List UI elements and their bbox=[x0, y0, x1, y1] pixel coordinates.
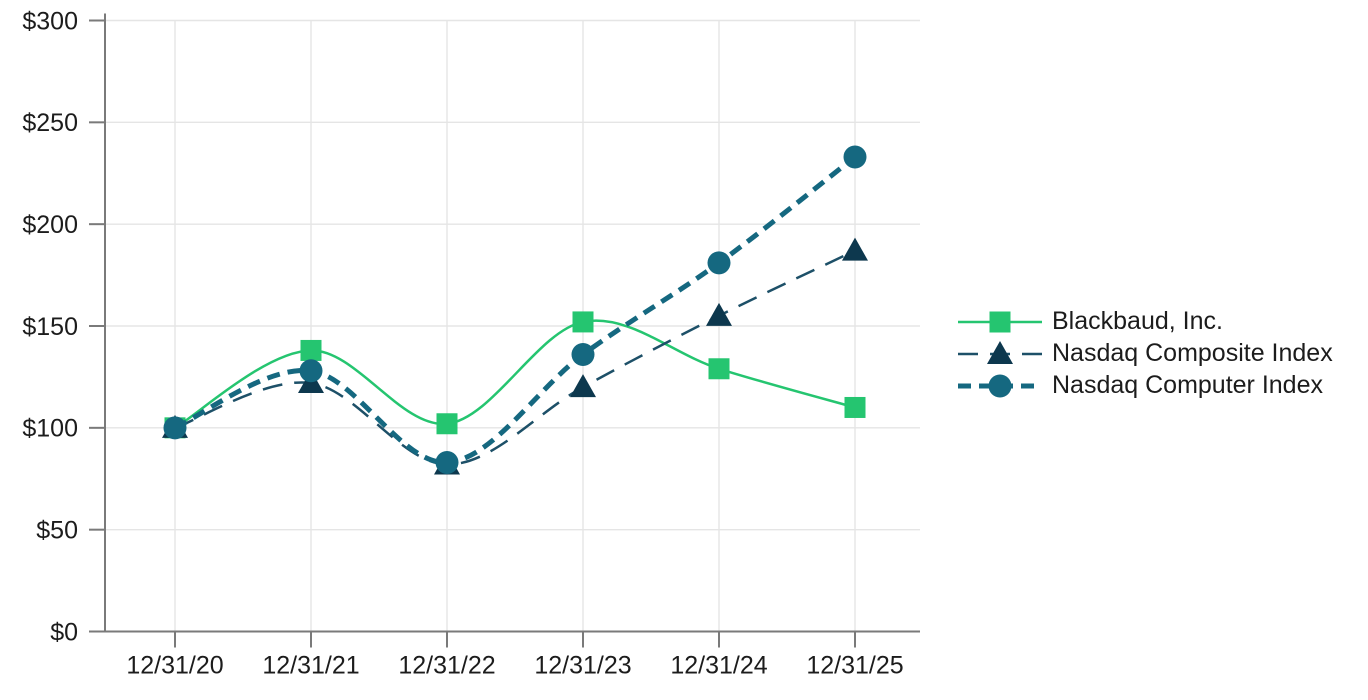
nasdaq-computer-index-circle-marker-icon bbox=[299, 359, 323, 383]
nasdaq-composite-index-series bbox=[162, 237, 868, 475]
y-axis-tick-label: $200 bbox=[22, 211, 78, 239]
performance-line-chart: $0 $50 $100 $150 $200 $250 $300 12/31/20 12/31/2… bbox=[22, 7, 920, 680]
legend-item-nasdaq-composite: Nasdaq Composite Index bbox=[957, 338, 1333, 369]
nasdaq-computer-index-line bbox=[173, 154, 857, 465]
nasdaq-composite-index-triangle-marker-icon bbox=[706, 302, 732, 326]
nasdaq-computer-index-circle-marker-icon bbox=[843, 145, 867, 169]
nasdaq-composite-index-legend-triangle-marker-icon bbox=[987, 340, 1013, 364]
legend-label-nasdaq-computer: Nasdaq Computer Index bbox=[1052, 371, 1323, 399]
x-axis-tick-label: 12/31/20 bbox=[126, 652, 223, 680]
legend-item-blackbaud: Blackbaud, Inc. bbox=[957, 306, 1333, 337]
blackbaud-inc-square-marker-icon bbox=[436, 413, 458, 435]
y-axis-tick-label: $150 bbox=[22, 313, 78, 341]
nasdaq-computer-index-series bbox=[163, 145, 867, 474]
legend-circle-marker-icon bbox=[958, 374, 1042, 397]
x-axis-tick-label: 12/31/23 bbox=[534, 652, 631, 680]
x-axis-tick-label: 12/31/24 bbox=[670, 652, 767, 680]
nasdaq-composite-index-triangle-marker-icon bbox=[842, 237, 868, 261]
legend-label-blackbaud: Blackbaud, Inc. bbox=[1052, 307, 1223, 335]
x-axis-tick-label: 12/31/25 bbox=[806, 652, 903, 680]
chart-legend: Blackbaud, Inc. Nasdaq Composite Index N… bbox=[957, 306, 1333, 401]
nasdaq-computer-index-circle-marker-icon bbox=[435, 450, 459, 474]
legend-square-marker-icon bbox=[958, 311, 1042, 332]
nasdaq-computer-index-circle-marker-icon bbox=[571, 343, 595, 367]
blackbaud-inc-square-marker-icon bbox=[708, 358, 730, 380]
nasdaq-computer-index-circle-marker-icon bbox=[163, 416, 187, 440]
y-axis-tick-label: $100 bbox=[22, 415, 78, 443]
nasdaq-computer-index-legend-circle-marker-icon bbox=[988, 374, 1012, 397]
y-axis-tick-label: $250 bbox=[22, 109, 78, 137]
y-axis-tick-label: $300 bbox=[22, 7, 78, 35]
blackbaud-inc-square-marker-icon bbox=[572, 311, 594, 333]
nasdaq-composite-index-line bbox=[174, 249, 856, 466]
nasdaq-computer-index-circle-marker-icon bbox=[707, 251, 731, 275]
x-axis-tick-label: 12/31/22 bbox=[398, 652, 495, 680]
blackbaud-inc-legend-square-marker-icon bbox=[989, 311, 1011, 332]
blackbaud-inc-square-marker-icon bbox=[300, 339, 322, 361]
legend-triangle-marker-icon bbox=[958, 340, 1042, 364]
y-axis-tick-label: $0 bbox=[50, 618, 78, 646]
legend-label-nasdaq-composite: Nasdaq Composite Index bbox=[1052, 339, 1333, 367]
y-axis-tick-label: $50 bbox=[36, 516, 78, 544]
legend-item-nasdaq-computer: Nasdaq Computer Index bbox=[957, 370, 1333, 401]
x-axis-tick-label: 12/31/21 bbox=[262, 652, 359, 680]
blackbaud-inc-square-marker-icon bbox=[844, 396, 866, 418]
nasdaq-composite-index-triangle-marker-icon bbox=[570, 374, 596, 398]
